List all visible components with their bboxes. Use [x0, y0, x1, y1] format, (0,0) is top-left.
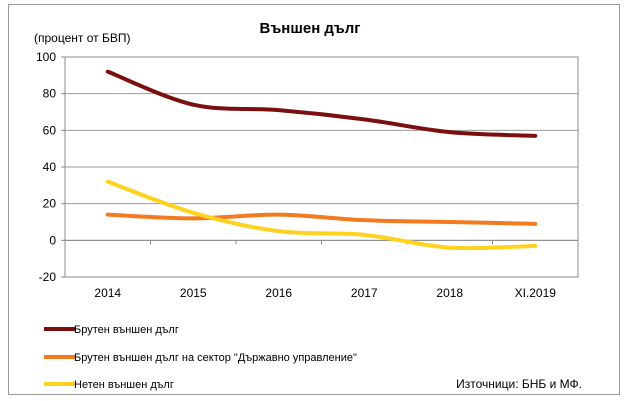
x-tick-label: 2015	[180, 286, 207, 300]
x-tick-label: 2017	[351, 286, 378, 300]
y-tick-label: 80	[43, 87, 57, 101]
y-tick-label: 100	[36, 50, 56, 64]
legend-label: Брутен външен дълг на сектор "Държавно у…	[74, 352, 357, 364]
legend-label: Нетен външен дълг	[74, 379, 174, 391]
series-lines	[105, 69, 538, 251]
y-tick-label: -20	[39, 270, 57, 284]
x-tick-label: XI.2019	[515, 286, 557, 300]
x-tick-label: 2014	[94, 286, 121, 300]
y-tick-label: 20	[43, 197, 57, 211]
chart-title: Външен дълг	[260, 20, 361, 37]
series-line-1	[105, 69, 538, 138]
source-note: Източници: БНБ и МФ.	[456, 377, 582, 391]
chart-frame	[8, 4, 620, 395]
unit-label: (процент от БВП)	[34, 31, 130, 45]
y-axis-ticks: -20 0 20 40 60 80 100	[36, 50, 65, 284]
series-line-3	[105, 179, 538, 251]
legend: Брутен външен дълг Брутен външен дълг на …	[44, 324, 357, 391]
x-tick-label: 2016	[265, 286, 292, 300]
x-axis-ticks: 2014 2015 2016 2017 2018 XI.2019	[64, 240, 579, 300]
legend-label: Брутен външен дълг	[74, 324, 179, 336]
x-tick-label: 2018	[436, 286, 463, 300]
y-tick-label: 60	[43, 123, 57, 137]
series-line-2	[105, 212, 538, 226]
y-tick-label: 0	[49, 233, 56, 247]
y-tick-label: 40	[43, 160, 57, 174]
